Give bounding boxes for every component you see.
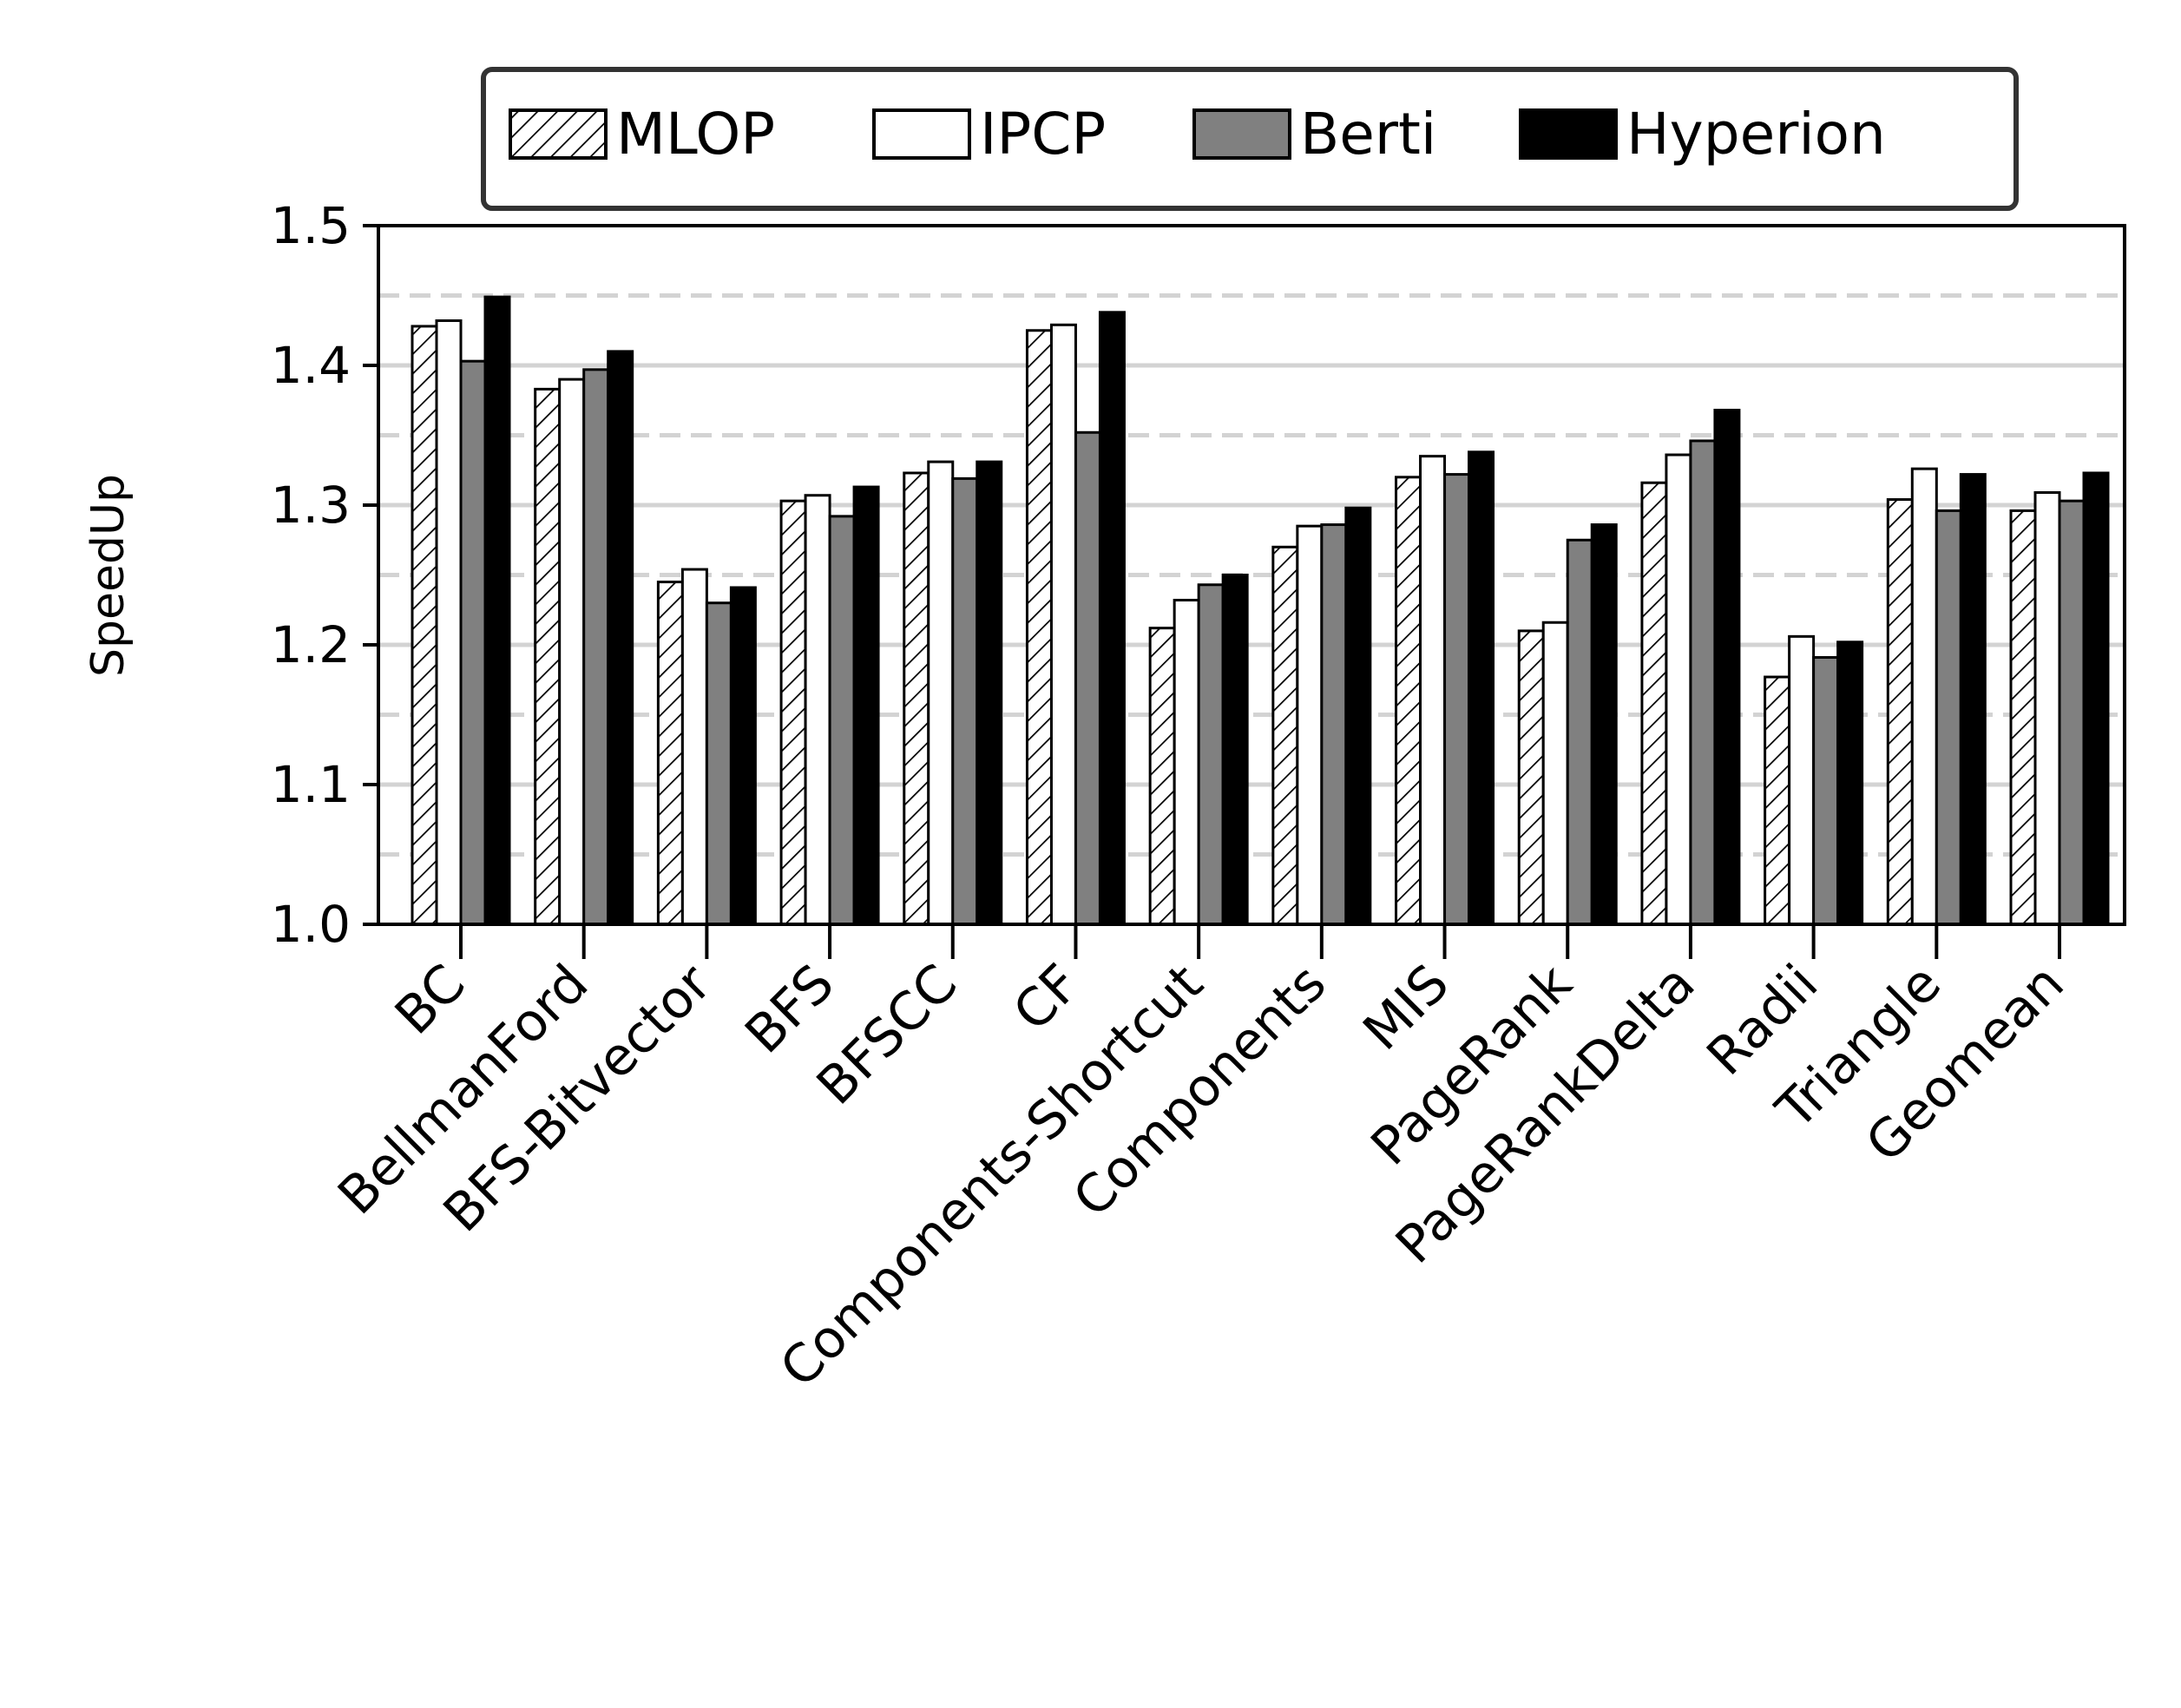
bar-ipcp-pagerank [1541,621,1569,926]
y-tick-label: 1.3 [271,476,351,535]
bar-hyperion-geomean [2082,471,2110,926]
bar-mlop-bc [411,325,438,926]
bars [411,295,2110,926]
plot-area-frame [377,224,2126,926]
bar-berti-geomean [2058,499,2086,926]
bar-mlop-pagerank [1517,629,1545,926]
x-tick-label: MIS [1352,953,1462,1062]
bar-berti-cf [1074,430,1101,926]
x-tick-label: BC [384,953,476,1046]
x-tick-label: CF [1002,953,1093,1043]
bar-mlop-geomean [2009,509,2037,926]
bar-berti-components [1320,523,1348,926]
bar-berti-bfscc [951,476,979,926]
bar-mlop-bfscc [903,471,930,926]
legend-swatch-mlop [509,108,608,160]
bar-ipcp-mis [1419,455,1447,926]
bar-hyperion-cf [1098,311,1126,926]
legend-swatch-berti [1192,108,1291,160]
bar-mlop-bfs-bitvector [656,581,684,926]
legend-label-mlop: MLOP [616,101,775,168]
bar-berti-triangle [1935,509,1962,926]
legend-swatch-ipcp [872,108,971,160]
bar-hyperion-components-shortcut [1221,574,1249,926]
bar-hyperion-pagerankdelta [1713,409,1741,926]
bar-ipcp-radii [1788,634,1816,926]
bar-hyperion-triangle [1959,473,1987,926]
bar-ipcp-bc [435,319,463,926]
bar-berti-bellmanford [582,368,610,926]
bar-berti-radii [1812,655,1840,926]
bar-berti-bfs-bitvector [705,601,732,926]
y-tick-label: 1.1 [271,755,351,814]
y-axis-label: SpeedUp [82,474,135,677]
bar-ipcp-components [1296,524,1324,926]
bar-hyperion-bfs [852,485,880,926]
bar-hyperion-bellmanford [607,350,634,926]
bar-ipcp-bfs-bitvector [680,568,708,926]
bar-mlop-cf [1025,329,1053,926]
bar-berti-bfs [828,515,856,926]
bar-berti-bc [459,359,487,926]
bar-ipcp-bfs [804,494,831,926]
bar-ipcp-cf [1049,323,1077,926]
bar-ipcp-pagerankdelta [1665,453,1692,926]
bar-mlop-bfs [779,499,807,926]
y-tick-label: 1.4 [271,336,351,395]
bar-hyperion-bfs-bitvector [729,586,757,926]
bar-mlop-bellmanford [534,387,562,926]
bar-ipcp-geomean [2033,491,2061,926]
legend-label-hyperion: Hyperion [1626,101,1886,168]
y-tick-label: 1.5 [271,196,351,255]
x-tick-label: BFS [733,953,845,1065]
bar-berti-pagerank [1566,538,1593,926]
bar-mlop-components [1271,545,1299,926]
bar-hyperion-components [1344,506,1372,926]
bar-mlop-triangle [1886,498,1914,926]
legend-label-ipcp: IPCP [980,101,1106,168]
bar-mlop-components-shortcut [1148,627,1176,926]
bar-ipcp-components-shortcut [1173,598,1200,926]
y-axis: 1.0 1.1 1.2 1.3 1.4 1.5 [271,196,378,954]
bar-hyperion-bc [483,295,511,926]
bar-ipcp-bfscc [927,460,955,926]
bar-hyperion-bfscc [976,460,1003,926]
legend: MLOP IPCP Berti Hyperion [481,67,2019,211]
bar-ipcp-bellmanford [558,378,586,926]
y-tick-label: 1.0 [271,895,351,954]
bar-mlop-radii [1764,675,1791,926]
legend-label-berti: Berti [1300,101,1436,168]
bar-hyperion-radii [1836,640,1864,926]
bar-hyperion-mis [1468,450,1495,926]
legend-swatch-hyperion [1519,108,1618,160]
y-tick-label: 1.2 [271,615,351,674]
bar-mlop-pagerankdelta [1640,481,1668,926]
bar-berti-pagerankdelta [1689,439,1717,926]
x-tick-label: BFSCC [805,953,969,1116]
bar-mlop-mis [1395,476,1422,926]
bar-berti-components-shortcut [1197,583,1225,926]
bar-hyperion-pagerank [1590,523,1618,926]
bar-berti-mis [1443,473,1471,926]
bar-ipcp-triangle [1910,467,1938,926]
